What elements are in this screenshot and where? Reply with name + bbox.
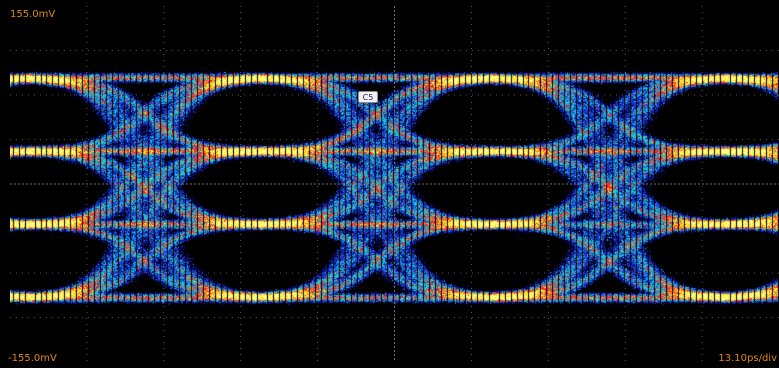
vertical-scale-top-label: 155.0mV [10, 9, 56, 20]
display-left-border [0, 0, 10, 368]
timebase-label: 13.10ps/div [718, 353, 777, 364]
channel-c5-marker[interactable]: C5 [358, 91, 378, 103]
eye-diagram-persistence [10, 6, 779, 362]
waveform-plot-area[interactable] [10, 6, 779, 362]
vertical-scale-bottom-label: -155.0mV [8, 353, 57, 364]
